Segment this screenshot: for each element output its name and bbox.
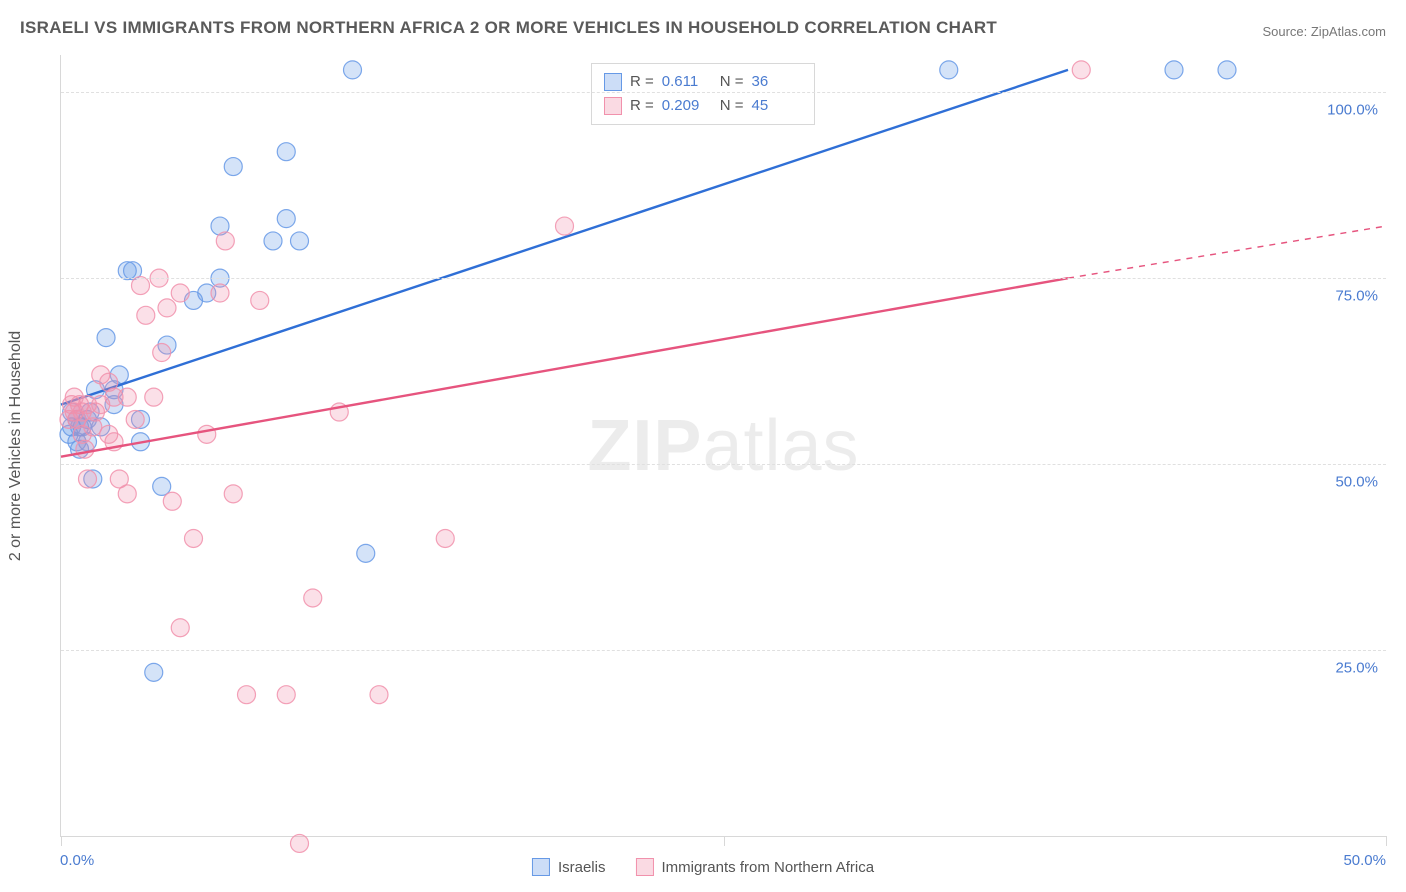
scatter-point xyxy=(153,344,171,362)
stats-r-label: R = xyxy=(630,70,654,94)
stats-swatch-0 xyxy=(604,73,622,91)
scatter-point xyxy=(126,410,144,428)
x-tick xyxy=(724,836,725,846)
scatter-point xyxy=(436,529,454,547)
scatter-point xyxy=(158,299,176,317)
scatter-point xyxy=(224,485,242,503)
gridline-h xyxy=(61,464,1386,465)
scatter-point xyxy=(1165,61,1183,79)
scatter-point xyxy=(277,210,295,228)
y-axis-title: 2 or more Vehicles in Household xyxy=(7,331,25,561)
stats-n-label-1: N = xyxy=(720,94,744,118)
y-tick-label: 75.0% xyxy=(1335,288,1378,305)
y-tick-label: 100.0% xyxy=(1327,102,1378,119)
legend-label-1: Immigrants from Northern Africa xyxy=(661,859,874,876)
source-label: Source: ZipAtlas.com xyxy=(1262,24,1386,39)
scatter-point xyxy=(291,834,309,852)
legend-label-0: Israelis xyxy=(558,859,606,876)
trend-line xyxy=(61,278,1068,457)
scatter-point xyxy=(185,529,203,547)
scatter-point xyxy=(145,663,163,681)
scatter-point xyxy=(238,686,256,704)
stats-r-1: 0.209 xyxy=(662,94,712,118)
stats-swatch-1 xyxy=(604,97,622,115)
scatter-point xyxy=(370,686,388,704)
legend: Israelis Immigrants from Northern Africa xyxy=(532,858,874,876)
trend-line-dashed xyxy=(1068,226,1386,278)
stats-r-0: 0.611 xyxy=(662,70,712,94)
scatter-point xyxy=(216,232,234,250)
legend-item-1: Immigrants from Northern Africa xyxy=(635,858,874,876)
scatter-point xyxy=(211,284,229,302)
scatter-point xyxy=(304,589,322,607)
scatter-point xyxy=(264,232,282,250)
scatter-point xyxy=(79,470,97,488)
stats-r-label-1: R = xyxy=(630,94,654,118)
scatter-point xyxy=(198,425,216,443)
chart-svg xyxy=(61,55,1386,836)
gridline-h xyxy=(61,650,1386,651)
scatter-point xyxy=(251,291,269,309)
legend-item-0: Israelis xyxy=(532,858,606,876)
scatter-point xyxy=(137,306,155,324)
scatter-point xyxy=(163,492,181,510)
scatter-point xyxy=(940,61,958,79)
stats-n-label: N = xyxy=(720,70,744,94)
scatter-point xyxy=(277,686,295,704)
y-tick-label: 25.0% xyxy=(1335,660,1378,677)
scatter-point xyxy=(145,388,163,406)
scatter-point xyxy=(171,284,189,302)
x-tick-label-end: 50.0% xyxy=(1343,852,1386,869)
gridline-h xyxy=(61,278,1386,279)
legend-swatch-0 xyxy=(532,858,550,876)
scatter-point xyxy=(291,232,309,250)
x-tick-label-start: 0.0% xyxy=(60,852,94,869)
stats-box: R = 0.611 N = 36 R = 0.209 N = 45 xyxy=(591,63,815,125)
scatter-point xyxy=(224,158,242,176)
scatter-point xyxy=(118,485,136,503)
stats-n-1: 45 xyxy=(752,94,802,118)
x-tick xyxy=(1386,836,1387,846)
x-tick xyxy=(61,836,62,846)
chart-title: ISRAELI VS IMMIGRANTS FROM NORTHERN AFRI… xyxy=(20,18,997,38)
scatter-point xyxy=(1218,61,1236,79)
scatter-point xyxy=(118,388,136,406)
scatter-point xyxy=(97,329,115,347)
scatter-point xyxy=(357,544,375,562)
stats-row-1: R = 0.209 N = 45 xyxy=(604,94,802,118)
scatter-point xyxy=(277,143,295,161)
scatter-point xyxy=(132,277,150,295)
scatter-point xyxy=(344,61,362,79)
stats-n-0: 36 xyxy=(752,70,802,94)
plot-area: ZIPatlas R = 0.611 N = 36 R = 0.209 N = … xyxy=(60,55,1386,837)
legend-swatch-1 xyxy=(635,858,653,876)
scatter-point xyxy=(76,440,94,458)
scatter-point xyxy=(556,217,574,235)
stats-row-0: R = 0.611 N = 36 xyxy=(604,70,802,94)
scatter-point xyxy=(1072,61,1090,79)
gridline-h xyxy=(61,92,1386,93)
trend-line xyxy=(61,70,1068,405)
y-tick-label: 50.0% xyxy=(1335,474,1378,491)
scatter-point xyxy=(171,619,189,637)
